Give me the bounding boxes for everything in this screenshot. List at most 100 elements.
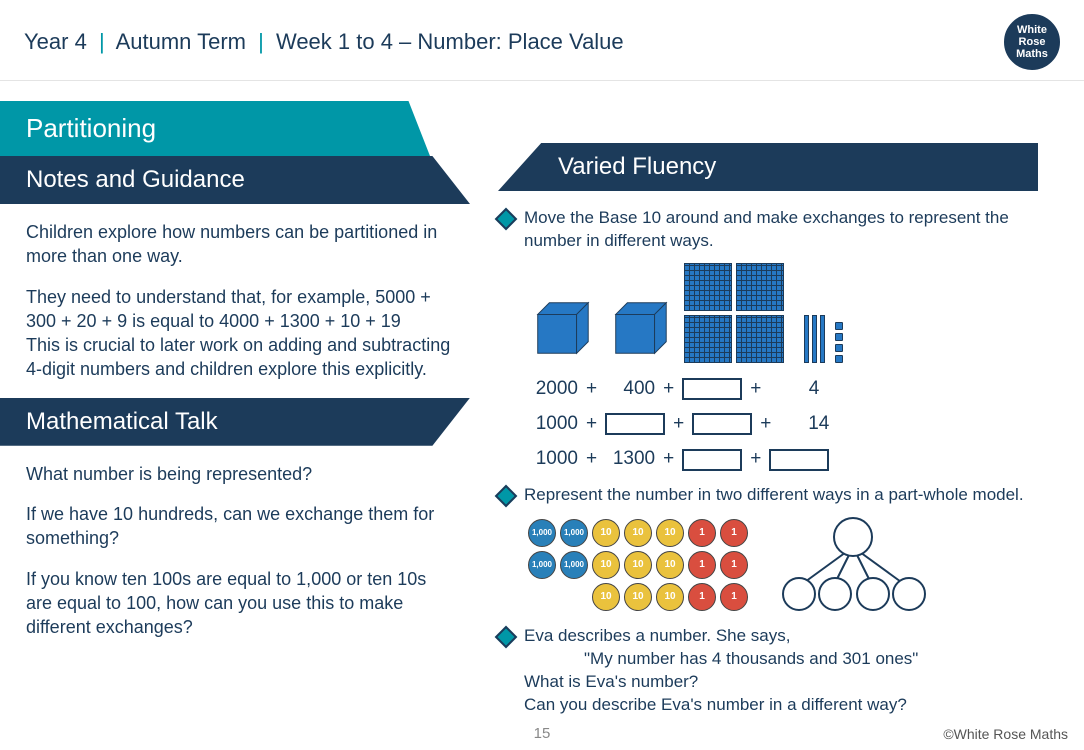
lesson-title-banner: Partitioning [0, 101, 430, 156]
pwm-part-circle [782, 577, 816, 611]
part-whole-area: 1,000 1,000 10 10 10 1 1 1,000 1,000 10 … [528, 517, 1046, 617]
answer-blank[interactable] [605, 413, 665, 435]
header-sep-2: | [258, 29, 264, 54]
left-column: Partitioning Notes and Guidance Children… [0, 101, 480, 726]
counter-10: 10 [592, 583, 620, 611]
fluency-heading: Varied Fluency [498, 143, 1038, 191]
vf3-intro: Eva describes a number. She says, [524, 626, 790, 645]
pwm-part-circle [856, 577, 890, 611]
header-term: Autumn Term [116, 29, 246, 54]
talk-q1: What number is being represented? [26, 462, 454, 486]
plus-sign: + [750, 443, 761, 475]
counter-10: 10 [624, 583, 652, 611]
hundred-flat [684, 263, 732, 311]
plus-sign: + [760, 408, 771, 440]
vf3-quote: "My number has 4 thousands and 301 ones" [584, 648, 918, 671]
plus-sign: + [663, 373, 674, 405]
vf2-text: Represent the number in two different wa… [524, 484, 1024, 507]
talk-q3: If you know ten 100s are equal to 1,000 … [26, 567, 454, 640]
thousand-cube [606, 295, 674, 363]
page-number: 15 [534, 725, 551, 742]
logo-line-2: Rose [1019, 36, 1046, 48]
page-header: Year 4 | Autumn Term | Week 1 to 4 – Num… [0, 0, 1084, 81]
pwm-part-circle [892, 577, 926, 611]
counter-row-2: 1,000 1,000 10 10 10 1 1 [528, 551, 748, 579]
base10-diagram [528, 263, 1046, 363]
hundred-flat [736, 263, 784, 311]
one-cube [835, 333, 843, 341]
counter-10: 10 [656, 583, 684, 611]
logo-line-1: White [1017, 24, 1047, 36]
ten-rod [812, 315, 817, 363]
one-cubes [835, 322, 843, 363]
notes-p3-text: This is crucial to later work on adding … [26, 335, 450, 379]
equation-value: 14 [779, 408, 829, 440]
hundred-flats [684, 263, 794, 363]
notes-p1: Children explore how numbers can be part… [26, 220, 454, 269]
diamond-bullet-icon [495, 625, 518, 648]
plus-sign: + [673, 408, 684, 440]
ten-rod [804, 315, 809, 363]
thousand-cube [528, 295, 596, 363]
answer-blank[interactable] [692, 413, 752, 435]
talk-body: What number is being represented? If we … [0, 462, 480, 640]
plus-sign: + [586, 408, 597, 440]
notes-heading: Notes and Guidance [0, 156, 470, 204]
counter-1000: 1,000 [560, 551, 588, 579]
counter-1: 1 [720, 583, 748, 611]
counter-1000: 1,000 [528, 551, 556, 579]
counter-row-3: 10 10 10 1 1 [528, 583, 748, 611]
vf3-q1: What is Eva's number? [524, 672, 698, 691]
plus-sign: + [663, 443, 674, 475]
answer-blank[interactable] [682, 378, 742, 400]
counter-1000: 1,000 [528, 519, 556, 547]
vf-item-1: Move the Base 10 around and make exchang… [498, 207, 1046, 253]
equation-row: 2000+400++4 [528, 373, 1046, 405]
counter-1: 1 [688, 551, 716, 579]
plus-sign: + [750, 373, 761, 405]
equation-value: 1000 [528, 408, 578, 440]
header-week: Week 1 to 4 – Number: Place Value [276, 29, 624, 54]
vf1-text: Move the Base 10 around and make exchang… [524, 207, 1046, 253]
equation-value: 1300 [605, 443, 655, 475]
equation-row: 1000+++14 [528, 408, 1046, 440]
plus-sign: + [586, 373, 597, 405]
brand-logo: White Rose Maths [1004, 14, 1060, 70]
talk-q2: If we have 10 hundreds, can we exchange … [26, 502, 454, 551]
vf3-body: Eva describes a number. She says, "My nu… [524, 625, 918, 717]
place-value-counters: 1,000 1,000 10 10 10 1 1 1,000 1,000 10 … [528, 519, 748, 615]
equation-value: 2000 [528, 373, 578, 405]
counter-10: 10 [624, 519, 652, 547]
copyright-text: ©White Rose Maths [943, 726, 1068, 742]
counter-10: 10 [656, 519, 684, 547]
counter-1: 1 [688, 583, 716, 611]
counter-1: 1 [720, 519, 748, 547]
part-whole-model [778, 517, 928, 617]
equation-row: 1000+1300++ [528, 443, 1046, 475]
answer-blank[interactable] [682, 449, 742, 471]
one-cube [835, 322, 843, 330]
header-year: Year 4 [24, 29, 87, 54]
answer-blank[interactable] [769, 449, 829, 471]
ten-rods [804, 315, 825, 363]
one-cube [835, 344, 843, 352]
pwm-part-circle [818, 577, 852, 611]
vf-item-3: Eva describes a number. She says, "My nu… [498, 625, 1046, 717]
equation-value: 400 [605, 373, 655, 405]
main-content: Partitioning Notes and Guidance Children… [0, 81, 1084, 736]
ten-rod [820, 315, 825, 363]
vf3-q2: Can you describe Eva's number in a diffe… [524, 695, 907, 714]
counter-1000: 1,000 [560, 519, 588, 547]
talk-heading: Mathematical Talk [0, 398, 470, 446]
hundred-flat [736, 315, 784, 363]
counter-10: 10 [592, 551, 620, 579]
equation-table: 2000+400++41000+++141000+1300++ [528, 373, 1046, 476]
vf-item-2: Represent the number in two different wa… [498, 484, 1046, 507]
counter-row-1: 1,000 1,000 10 10 10 1 1 [528, 519, 748, 547]
diamond-bullet-icon [495, 484, 518, 507]
equation-value: 1000 [528, 443, 578, 475]
counter-10: 10 [592, 519, 620, 547]
header-breadcrumb: Year 4 | Autumn Term | Week 1 to 4 – Num… [24, 29, 624, 55]
header-sep-1: | [99, 29, 105, 54]
notes-p2: They need to understand that, for exampl… [26, 285, 454, 382]
